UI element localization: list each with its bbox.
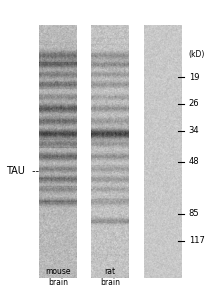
Text: 85: 85 xyxy=(189,209,199,218)
Text: 26: 26 xyxy=(189,99,199,108)
Text: rat
brain: rat brain xyxy=(100,267,120,287)
Text: 117: 117 xyxy=(189,236,205,245)
Text: mouse
brain: mouse brain xyxy=(45,267,71,287)
Text: (kD): (kD) xyxy=(189,50,205,59)
Text: 19: 19 xyxy=(189,73,199,82)
Text: --: -- xyxy=(29,166,39,176)
Text: 34: 34 xyxy=(189,126,199,135)
Text: TAU: TAU xyxy=(6,166,24,176)
Text: 48: 48 xyxy=(189,158,199,166)
